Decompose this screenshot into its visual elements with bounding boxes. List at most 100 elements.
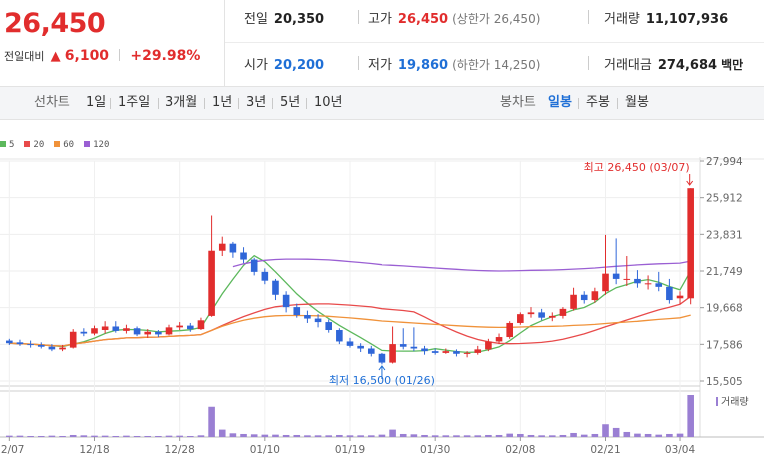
candle-body — [463, 352, 471, 354]
period-10y[interactable]: 10년 — [314, 95, 343, 110]
candle-body — [80, 331, 88, 334]
legend-label: 5 — [9, 140, 15, 150]
low-price: 저가 19,860 (하한가 14,250) — [368, 54, 540, 73]
volume-bar — [495, 434, 503, 437]
candle-body — [229, 243, 237, 253]
amount-value: 274,684 — [657, 58, 718, 73]
candle-body — [527, 312, 535, 315]
candle-body — [485, 341, 492, 350]
period-1d[interactable]: 1일 — [86, 95, 107, 110]
x-tick-label: 03/04 — [665, 444, 696, 456]
candle-body — [59, 347, 66, 350]
x-tick-label: 02/08 — [505, 444, 535, 456]
volume-bar — [442, 435, 450, 437]
volume-bar — [176, 435, 183, 437]
max-arrow-head — [686, 180, 694, 186]
candle-body — [580, 294, 588, 301]
volume-bar — [612, 427, 620, 437]
candle-body — [261, 271, 269, 281]
divider — [204, 98, 205, 109]
divider — [578, 98, 579, 109]
amount-label: 거래대금 — [604, 58, 652, 73]
candle-body — [69, 331, 77, 348]
period-1y[interactable]: 1년 — [212, 95, 233, 110]
divider — [617, 98, 618, 109]
y-tick-label: 21,749 — [706, 266, 743, 278]
volume-bar — [591, 433, 599, 437]
candle-body — [282, 294, 290, 308]
prev-close-value: 20,350 — [273, 12, 325, 27]
volume-bar — [282, 434, 290, 437]
volume-bar — [634, 433, 641, 437]
volume-legend-swatch — [716, 397, 718, 406]
divider — [119, 49, 121, 61]
candle-body — [431, 351, 439, 353]
divider — [358, 56, 359, 70]
period-1w[interactable]: 1주일 — [118, 95, 151, 110]
volume-bar — [421, 434, 428, 437]
candle-body — [144, 331, 152, 335]
candle-body — [16, 342, 24, 345]
volume-bar — [453, 435, 460, 437]
legend-label: 120 — [93, 140, 110, 150]
y-tick-label: 19,668 — [706, 303, 743, 315]
x-tick-label: 12/28 — [165, 444, 195, 456]
prev-close: 전일 20,350 — [244, 8, 324, 27]
candle-body — [314, 318, 322, 323]
period-3y[interactable]: 3년 — [246, 95, 267, 110]
legend-ma20: 20 — [24, 140, 44, 150]
row-divider — [225, 42, 764, 43]
candle-body — [325, 322, 333, 331]
legend-ma60: 60 — [54, 140, 74, 150]
candle-body — [506, 322, 513, 338]
volume-bar — [208, 406, 215, 437]
candle-weekly[interactable]: 주봉 — [586, 95, 610, 110]
legend-label: 60 — [63, 140, 75, 150]
amount-unit: 백만 — [721, 58, 744, 72]
candle-monthly[interactable]: 월봉 — [625, 95, 649, 110]
candle-body — [208, 250, 215, 316]
change-label: 전일대비 — [4, 50, 45, 63]
volume-bar — [229, 433, 237, 437]
open-label: 시가 — [244, 58, 268, 73]
candle-body — [250, 259, 258, 272]
volume-bar — [218, 429, 226, 437]
x-tick-label: 01/10 — [250, 444, 280, 456]
divider — [306, 98, 307, 109]
volume-bar — [474, 435, 482, 437]
divider — [588, 56, 589, 70]
high-price: 고가 26,450 (상한가 26,450) — [368, 8, 540, 27]
volume-bar — [101, 435, 109, 437]
candle-body — [37, 344, 45, 347]
volume-bar — [165, 435, 173, 437]
volume-bar — [666, 433, 673, 437]
volume-bar — [538, 435, 545, 437]
ma120-line — [232, 258, 691, 272]
candle-body — [101, 326, 109, 331]
prev-close-label: 전일 — [244, 12, 268, 27]
volume-bar — [80, 435, 88, 437]
candle-daily[interactable]: 일봉 — [548, 95, 572, 110]
high-value: 26,450 — [397, 12, 449, 27]
volume-bar — [410, 434, 418, 437]
candle-body — [687, 188, 694, 299]
volume-bar — [144, 435, 152, 437]
divider — [588, 10, 589, 24]
legend-swatch — [24, 141, 31, 147]
period-3m[interactable]: 3개월 — [165, 95, 198, 110]
candle-body — [591, 291, 599, 301]
candle-body — [666, 286, 673, 301]
x-tick-label: 01/30 — [420, 444, 450, 456]
candle-body — [421, 348, 428, 352]
open-price: 시가 20,200 — [244, 54, 324, 73]
volume-bar — [485, 434, 492, 437]
candle-body — [91, 328, 98, 334]
volume-bar — [59, 435, 66, 437]
candle-body — [346, 341, 354, 346]
candle-body — [336, 330, 343, 342]
up-arrow-icon: ▲ — [50, 49, 61, 64]
period-5y[interactable]: 5년 — [280, 95, 301, 110]
volume-bar — [431, 435, 439, 437]
volume-bar — [336, 434, 343, 437]
candle-body — [133, 328, 141, 335]
